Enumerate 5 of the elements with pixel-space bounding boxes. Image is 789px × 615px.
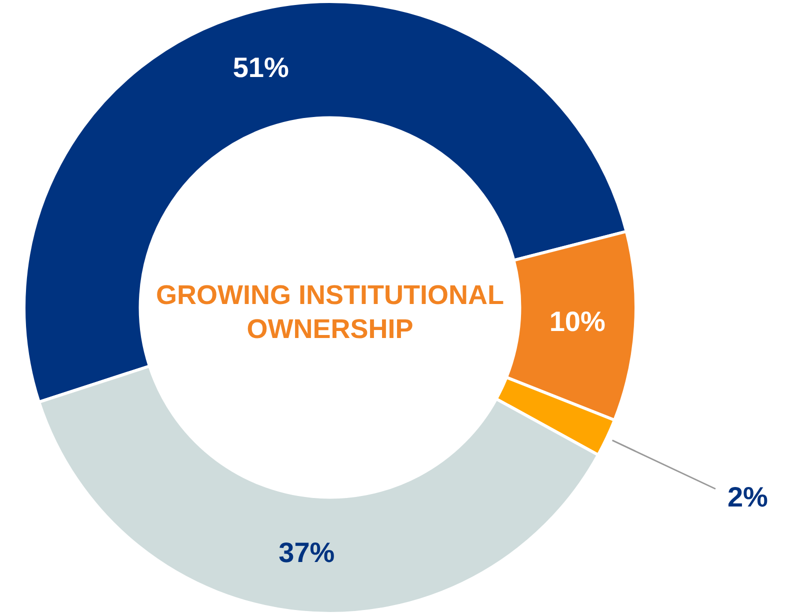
data-label: 37% [278,536,335,568]
text: GROWING INSTITUTIONAL OWNERSHIP [155,279,505,346]
data-label: 51% [232,52,289,84]
data-label: 2% [727,482,768,513]
data-label: 10% [549,306,606,337]
